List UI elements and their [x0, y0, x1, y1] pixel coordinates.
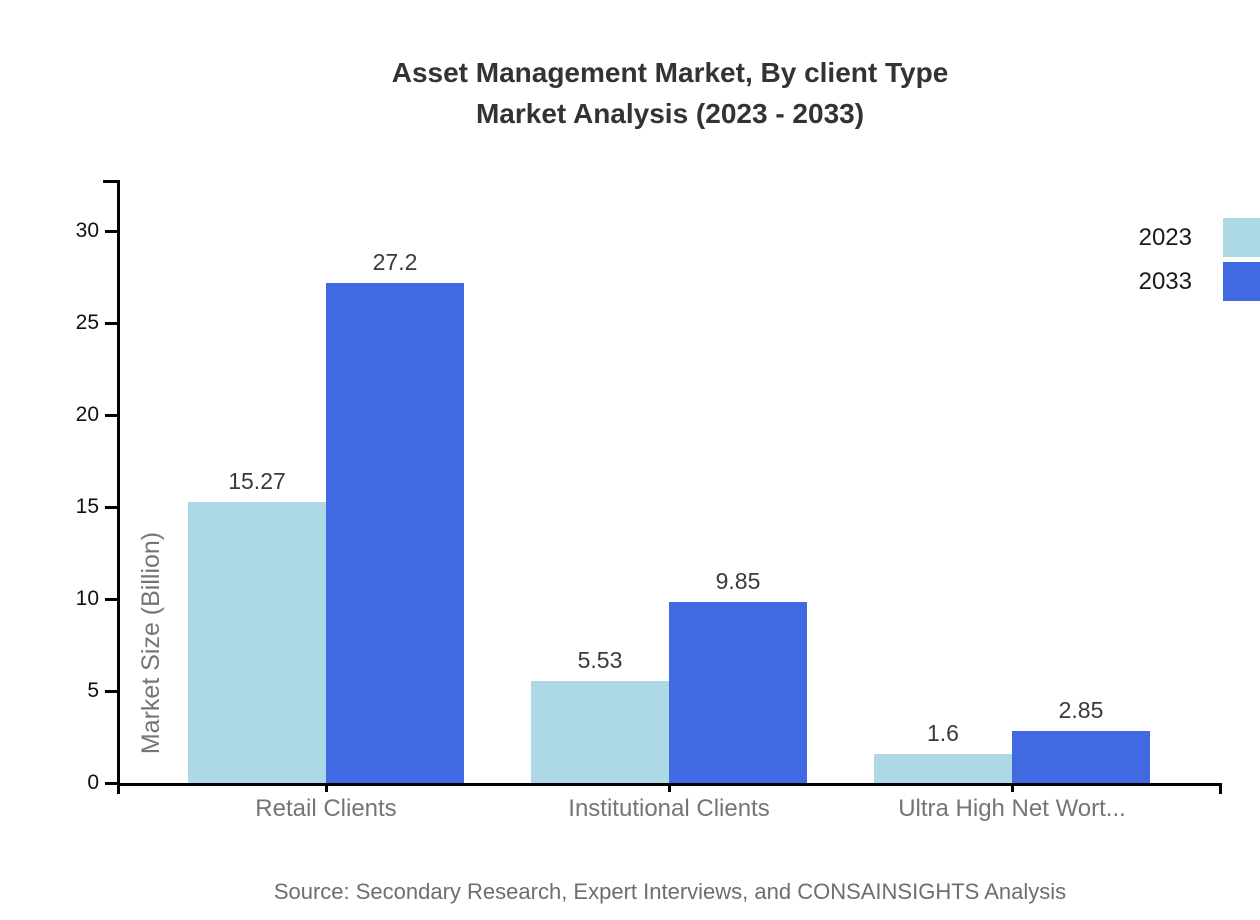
bar-value-label-2033-2: 9.85 — [715, 568, 761, 594]
y-tick-mark-25 — [105, 321, 117, 325]
y-tick-label-25: 25 — [75, 311, 99, 334]
y-tick-mark-10 — [105, 597, 117, 601]
source-note: Source: Secondary Research, Expert Inter… — [273, 879, 1067, 904]
y-tick-label-30: 30 — [75, 219, 99, 242]
bar-2023-3 — [874, 754, 1012, 783]
y-tick-mark-30 — [105, 229, 117, 233]
y-tick-mark-5 — [105, 689, 117, 693]
y-tick-mark-0 — [105, 781, 117, 785]
bar-2023-2 — [531, 681, 669, 783]
y-tick-label-0: 0 — [87, 771, 99, 794]
bar-value-label-2033-3: 2.85 — [1058, 697, 1104, 723]
bar-2033-2 — [669, 602, 807, 783]
bar-2033-3 — [1012, 731, 1150, 783]
category-label-1: Retail Clients — [255, 795, 397, 822]
y-tick-label-20: 20 — [75, 403, 99, 426]
x-tick-mark-1 — [324, 783, 328, 792]
legend-swatch-2023 — [1223, 218, 1260, 257]
x-axis-start-tick — [117, 783, 120, 794]
bar-value-label-2023-3: 1.6 — [927, 720, 959, 746]
bar-value-label-2033-1: 27.2 — [372, 249, 418, 275]
y-axis-line — [117, 180, 120, 786]
legend-label-2033: 2033 — [1138, 267, 1192, 295]
y-axis-end-tick — [103, 180, 117, 183]
x-tick-mark-2 — [667, 783, 671, 792]
bar-value-label-2023-1: 15.27 — [228, 468, 286, 494]
plot-area: Market Size (Billion) 0 5 10 15 20 25 30 15.27 2… — [76, 180, 1222, 822]
bar-value-label-2023-2: 5.53 — [577, 647, 623, 673]
chart-title-line-2: Market Analysis (2023 - 2033) — [475, 98, 865, 129]
y-tick-label-15: 15 — [75, 495, 99, 518]
x-tick-mark-3 — [1010, 783, 1014, 792]
legend: 2023 2033 — [1139, 218, 1260, 301]
y-axis-title: Market Size (Billion) — [137, 531, 165, 755]
y-tick-mark-20 — [105, 413, 117, 417]
y-tick-mark-15 — [105, 505, 117, 509]
y-tick-label-10: 10 — [75, 587, 99, 610]
chart-title: Asset Management Market, By client Type … — [220, 52, 1120, 134]
bar-2033-1 — [326, 283, 464, 783]
category-label-2: Institutional Clients — [568, 795, 770, 822]
x-axis-end-tick — [1219, 783, 1222, 794]
category-label-3: Ultra High Net Wort... — [898, 795, 1126, 822]
legend-item-2023: 2023 — [1139, 218, 1260, 257]
legend-item-2033: 2033 — [1139, 262, 1260, 301]
legend-label-2023: 2023 — [1138, 223, 1192, 251]
chart-title-line-1: Asset Management Market, By client Type — [391, 57, 949, 88]
bar-2023-1 — [188, 502, 326, 783]
legend-swatch-2033 — [1223, 262, 1260, 301]
y-tick-label-5: 5 — [87, 679, 99, 702]
